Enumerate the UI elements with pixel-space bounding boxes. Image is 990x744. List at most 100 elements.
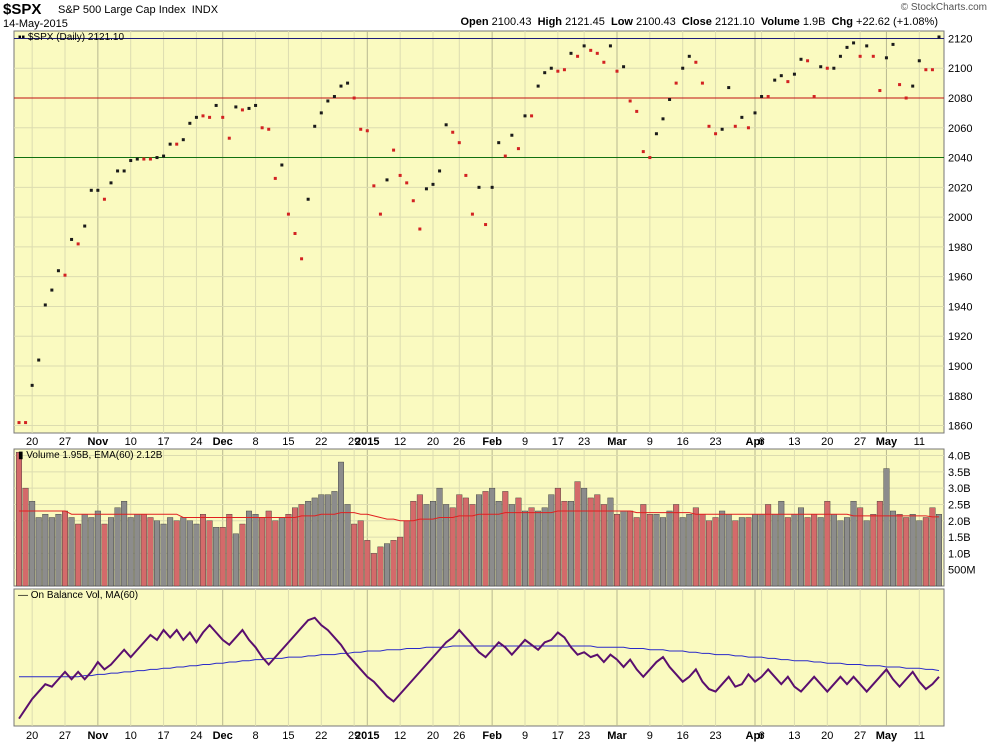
volume-tick-label: 2.0B — [948, 516, 971, 528]
volume-bar — [416, 494, 423, 587]
price-point — [398, 173, 402, 177]
volume-bar — [68, 517, 75, 587]
price-point — [904, 96, 908, 100]
price-point — [766, 95, 770, 99]
volume-bar — [259, 517, 266, 587]
volume-bar — [423, 504, 430, 587]
volume-bar — [16, 452, 22, 587]
volume-bar — [167, 517, 174, 587]
price-point — [845, 45, 849, 49]
price-point — [674, 81, 678, 85]
volume-bar — [830, 514, 837, 587]
volume-bar — [180, 517, 187, 587]
x-tick-label-top: 9 — [647, 436, 653, 448]
price-point — [247, 106, 251, 110]
volume-bar — [548, 494, 555, 587]
price-tick-label: 2000 — [948, 212, 972, 224]
obv-panel — [13, 588, 945, 727]
volume-bar — [489, 487, 496, 587]
x-tick-label-top: Nov — [87, 436, 109, 448]
x-tick-label-bottom: 22 — [315, 730, 327, 742]
price-point — [280, 163, 284, 167]
price-point — [911, 84, 915, 88]
price-point — [339, 84, 343, 88]
x-tick-label-bottom: Dec — [213, 730, 233, 742]
x-tick-label-top: 11 — [914, 436, 925, 448]
price-point — [116, 169, 120, 173]
price-point — [392, 148, 396, 152]
price-point — [819, 65, 823, 69]
volume-bar — [29, 500, 36, 587]
volume-bar — [226, 514, 233, 587]
price-point — [589, 48, 593, 52]
x-tick-label-bottom: 27 — [854, 730, 866, 742]
price-point — [96, 188, 100, 192]
volume-bar — [660, 517, 666, 587]
price-point — [470, 212, 474, 216]
close-value: 2121.10 — [714, 16, 755, 28]
price-point — [293, 231, 297, 235]
price-point — [595, 51, 599, 55]
price-point — [602, 60, 606, 64]
price-point — [352, 96, 356, 100]
volume-tick-label: 1.0B — [948, 548, 971, 560]
volume-bar — [22, 487, 29, 587]
x-tick-label-bottom: 26 — [453, 730, 465, 742]
price-point — [385, 178, 389, 182]
price-point — [549, 66, 553, 70]
x-tick-label-bottom: 8 — [253, 730, 259, 742]
price-point — [556, 69, 560, 73]
price-tick-label: 2040 — [948, 153, 972, 165]
price-point — [753, 111, 757, 115]
price-point — [254, 103, 258, 107]
price-point — [346, 81, 350, 85]
obv-ma-line — [19, 645, 940, 678]
volume-bar — [305, 500, 312, 587]
volume-bar — [338, 461, 344, 587]
price-point — [306, 197, 310, 201]
price-point — [615, 69, 619, 73]
price-tick-label: 1920 — [948, 331, 972, 343]
volume-bar — [351, 523, 358, 587]
price-point — [681, 66, 685, 70]
price-point — [924, 68, 928, 72]
volume-bar — [837, 520, 844, 587]
volume-bar — [213, 527, 220, 587]
price-point — [451, 130, 455, 134]
volume-bar — [390, 540, 397, 587]
volume-bar — [692, 507, 699, 587]
volume-bar — [449, 507, 456, 587]
price-point — [576, 54, 580, 58]
price-point — [825, 66, 829, 70]
volume-bar — [903, 517, 910, 587]
price-point — [319, 111, 323, 115]
price-point — [155, 156, 159, 160]
volume-bar — [738, 517, 745, 587]
volume-bar — [88, 517, 95, 587]
volume-bar — [318, 494, 325, 587]
volume-bar — [324, 494, 331, 587]
price-point — [411, 199, 415, 203]
x-tick-label-bottom: 6 — [759, 730, 765, 742]
volume-bar — [528, 507, 535, 587]
volume-bar — [916, 520, 923, 587]
volume-bar — [857, 507, 864, 587]
volume-legend-label: ▮ Volume 1.95B, EMA(60) 2.12B — [18, 450, 163, 461]
x-tick-label-top: 27 — [854, 436, 866, 448]
price-point — [648, 156, 652, 160]
x-tick-label-top: 23 — [709, 436, 721, 448]
volume-bar — [712, 517, 719, 587]
volume-bar — [55, 514, 62, 587]
x-tick-label-top: Feb — [482, 436, 502, 448]
volume-value: 1.9B — [802, 16, 826, 28]
price-point — [779, 74, 783, 78]
exchange-label: INDX — [191, 4, 219, 16]
x-tick-label-top: 8 — [253, 436, 259, 448]
price-tick-label: 1960 — [948, 272, 972, 284]
price-point — [129, 159, 133, 163]
price-point — [799, 57, 803, 61]
price-point — [720, 127, 724, 131]
price-point — [37, 358, 41, 362]
x-tick-label-top: 10 — [125, 436, 137, 448]
volume-bar — [397, 536, 404, 587]
